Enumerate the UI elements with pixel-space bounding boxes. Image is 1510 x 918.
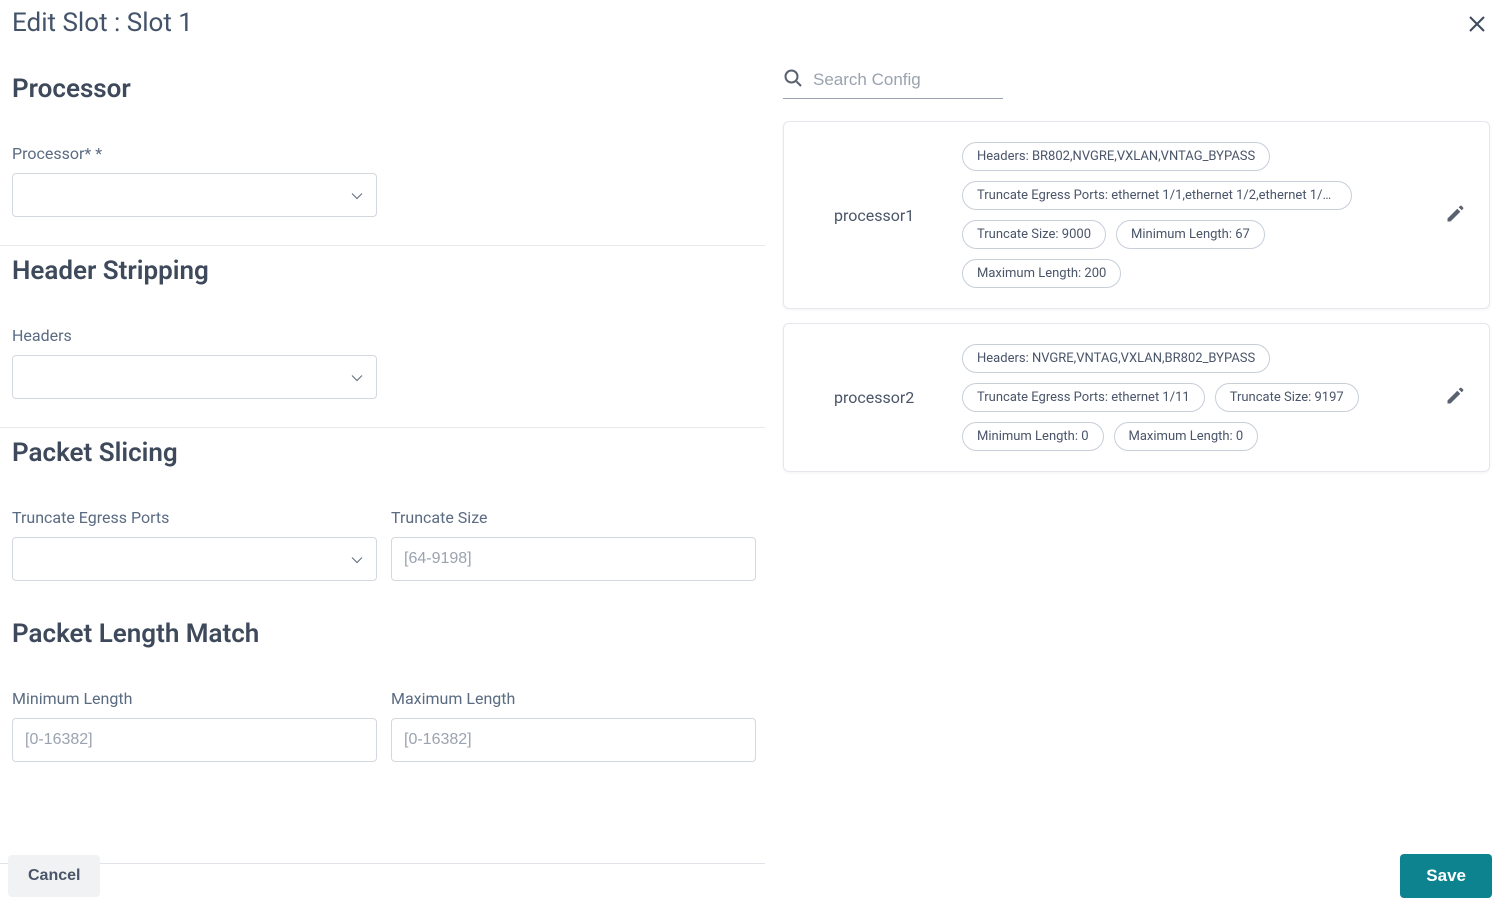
max-length-label: Maximum Length (391, 689, 756, 708)
search-icon (783, 68, 803, 92)
pencil-icon (1445, 386, 1465, 406)
save-button[interactable]: Save (1400, 854, 1492, 898)
pencil-icon (1445, 204, 1465, 224)
config-list-panel: processor1Headers: BR802,NVGRE,VXLAN,VNT… (765, 44, 1510, 918)
truncate-size-input[interactable] (391, 537, 756, 581)
truncate-ports-select-wrap (12, 537, 377, 581)
config-chip: Maximum Length: 200 (962, 259, 1121, 288)
edit-slot-dialog: Edit Slot : Slot 1 Processor Processor* … (0, 0, 1510, 918)
config-chip: Minimum Length: 67 (1116, 220, 1265, 249)
min-length-label: Minimum Length (12, 689, 377, 708)
processor-section: Processor Processor* * (12, 74, 753, 217)
section-title-packet-slicing: Packet Slicing (12, 438, 753, 468)
processor-card: processor2Headers: NVGRE,VNTAG,VXLAN,BR8… (783, 323, 1490, 472)
headers-label: Headers (12, 326, 753, 345)
processor-select-wrap (12, 173, 377, 217)
edit-processor-button[interactable] (1439, 380, 1471, 415)
min-length-input[interactable] (12, 718, 377, 762)
section-title-processor: Processor (12, 74, 753, 104)
packet-slicing-section: Packet Slicing Truncate Egress Ports Tru… (12, 438, 753, 581)
chips-row: Headers: BR802,NVGRE,VXLAN,VNTAG_BYPASS T… (962, 142, 1429, 288)
processor-card-name: processor2 (802, 388, 962, 407)
dialog-header: Edit Slot : Slot 1 (0, 0, 1510, 44)
divider (0, 427, 765, 428)
close-icon (1468, 15, 1486, 33)
config-chip: Truncate Size: 9000 (962, 220, 1106, 249)
processor-select[interactable] (12, 173, 377, 217)
truncate-ports-label: Truncate Egress Ports (12, 508, 377, 527)
cards-container: processor1Headers: BR802,NVGRE,VXLAN,VNT… (783, 121, 1490, 472)
config-chip: Truncate Egress Ports: ethernet 1/11 (962, 383, 1205, 412)
content-row: Processor Processor* * Header Stripping … (0, 44, 1510, 918)
config-chip: Truncate Egress Ports: ethernet 1/1,ethe… (962, 181, 1352, 210)
truncate-ports-select[interactable] (12, 537, 377, 581)
truncate-size-label: Truncate Size (391, 508, 756, 527)
headers-select-wrap (12, 355, 377, 399)
config-chip: Truncate Size: 9197 (1215, 383, 1359, 412)
config-chip: Minimum Length: 0 (962, 422, 1104, 451)
search-input[interactable] (813, 70, 1034, 90)
processor-label: Processor* * (12, 144, 753, 163)
close-button[interactable] (1464, 8, 1490, 44)
config-chip: Headers: NVGRE,VNTAG,VXLAN,BR802_BYPASS (962, 344, 1270, 373)
config-chip: Maximum Length: 0 (1114, 422, 1259, 451)
cancel-button[interactable]: Cancel (8, 855, 100, 897)
max-length-input[interactable] (391, 718, 756, 762)
config-chip: Headers: BR802,NVGRE,VXLAN,VNTAG_BYPASS (962, 142, 1270, 171)
dialog-title: Edit Slot : Slot 1 (12, 8, 193, 38)
processor-card: processor1Headers: BR802,NVGRE,VXLAN,VNT… (783, 121, 1490, 309)
form-panel[interactable]: Processor Processor* * Header Stripping … (0, 44, 765, 864)
edit-processor-button[interactable] (1439, 198, 1471, 233)
search-row (783, 68, 1003, 99)
section-title-header-stripping: Header Stripping (12, 256, 753, 286)
divider (0, 245, 765, 246)
headers-select[interactable] (12, 355, 377, 399)
dialog-footer: Cancel Save (0, 854, 1510, 898)
header-stripping-section: Header Stripping Headers (12, 256, 753, 399)
section-title-packet-length-match: Packet Length Match (12, 619, 753, 649)
packet-length-match-section: Packet Length Match Minimum Length Maxim… (12, 619, 753, 762)
processor-card-name: processor1 (802, 206, 962, 225)
chips-row: Headers: NVGRE,VNTAG,VXLAN,BR802_BYPASS T… (962, 344, 1429, 451)
